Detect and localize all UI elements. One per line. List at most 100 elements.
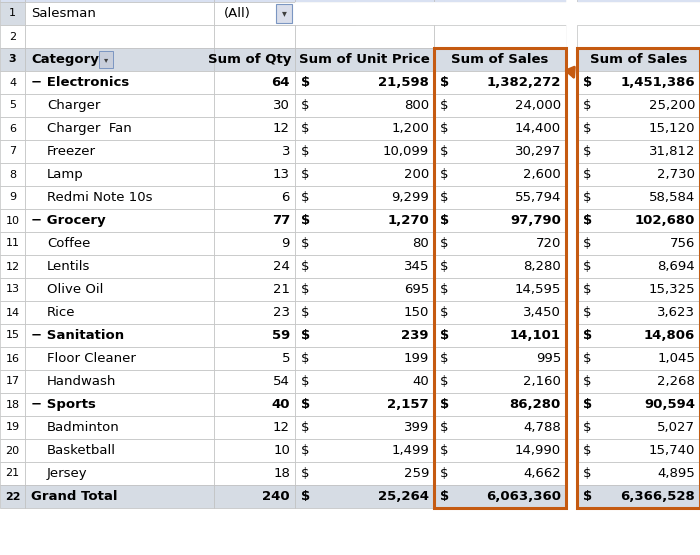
Bar [566, 140, 577, 163]
Bar [295, 94, 434, 117]
Text: 3: 3 [8, 54, 16, 64]
Bar [566, 324, 577, 347]
Text: 90,594: 90,594 [644, 398, 695, 411]
Text: 14,400: 14,400 [515, 122, 561, 135]
Text: $: $ [301, 145, 309, 158]
Bar [577, 140, 700, 163]
Bar [295, 232, 434, 255]
Text: Freezer: Freezer [47, 145, 96, 158]
Bar [577, 209, 700, 232]
Text: $: $ [583, 467, 592, 480]
Text: 6,366,528: 6,366,528 [620, 490, 695, 503]
Text: 17: 17 [6, 376, 20, 386]
Bar [25, 324, 214, 347]
Text: 14,101: 14,101 [510, 329, 561, 342]
Text: 15,325: 15,325 [648, 283, 695, 296]
Bar [0, 94, 25, 117]
Bar [0, 186, 25, 209]
Bar [577, 347, 700, 370]
Bar [566, 232, 577, 255]
Bar [25, 393, 214, 416]
Text: $: $ [301, 283, 309, 296]
Bar [434, 370, 566, 393]
Bar [0, 209, 25, 232]
Bar [434, 71, 566, 94]
Bar [566, 186, 577, 209]
Text: 2: 2 [9, 32, 16, 42]
Text: 2,157: 2,157 [387, 398, 429, 411]
Bar [434, 347, 566, 370]
Bar [214, 278, 295, 301]
Text: 80: 80 [412, 237, 429, 250]
Bar [295, 0, 434, 2]
Text: 23: 23 [273, 306, 290, 319]
Bar [566, 209, 577, 232]
Text: 8,694: 8,694 [657, 260, 695, 273]
Text: 31,812: 31,812 [648, 145, 695, 158]
Text: 200: 200 [404, 168, 429, 181]
Bar [577, 232, 700, 255]
Bar [0, 0, 25, 2]
Bar [566, 71, 577, 94]
Bar [434, 0, 566, 2]
Bar [25, 163, 214, 186]
Bar [214, 186, 295, 209]
Text: $: $ [440, 421, 449, 434]
Text: $: $ [440, 260, 449, 273]
Text: 1: 1 [9, 8, 16, 18]
Bar [295, 186, 434, 209]
Text: $: $ [583, 283, 592, 296]
Text: 102,680: 102,680 [635, 214, 695, 227]
Bar [295, 324, 434, 347]
Bar [214, 416, 295, 439]
Text: 240: 240 [262, 490, 290, 503]
Text: $: $ [301, 260, 309, 273]
Text: 259: 259 [404, 467, 429, 480]
Text: ▾: ▾ [104, 55, 108, 64]
Text: 2,730: 2,730 [657, 168, 695, 181]
Bar [577, 301, 700, 324]
Bar [295, 370, 434, 393]
Text: 25,200: 25,200 [649, 99, 695, 112]
Bar [566, 393, 577, 416]
Bar [0, 462, 25, 485]
Bar [566, 416, 577, 439]
Bar [434, 2, 566, 25]
Bar [214, 370, 295, 393]
Text: 995: 995 [536, 352, 561, 365]
Text: 24: 24 [273, 260, 290, 273]
Text: 3,450: 3,450 [523, 306, 561, 319]
Text: 1,451,386: 1,451,386 [620, 76, 695, 89]
Text: 1,270: 1,270 [387, 214, 429, 227]
Text: 18: 18 [273, 467, 290, 480]
Text: $: $ [301, 352, 309, 365]
Bar [566, 25, 577, 48]
Bar [214, 25, 295, 48]
Bar [434, 439, 566, 462]
Bar [577, 416, 700, 439]
Bar [0, 25, 25, 48]
Text: $: $ [301, 375, 309, 388]
Text: 4: 4 [9, 78, 16, 88]
Bar [566, 2, 577, 25]
Text: 59: 59 [272, 329, 290, 342]
Text: 21,598: 21,598 [378, 76, 429, 89]
Text: ▾: ▾ [281, 8, 286, 18]
Text: 54: 54 [273, 375, 290, 388]
Text: 2,160: 2,160 [523, 375, 561, 388]
Text: 1,499: 1,499 [391, 444, 429, 457]
Bar [25, 255, 214, 278]
Text: 2,268: 2,268 [657, 375, 695, 388]
Bar [214, 48, 295, 71]
Text: 86,280: 86,280 [510, 398, 561, 411]
Text: 720: 720 [536, 237, 561, 250]
Bar [0, 163, 25, 186]
Bar [566, 301, 577, 324]
Bar [214, 485, 295, 508]
Text: $: $ [440, 237, 449, 250]
Text: 3: 3 [281, 145, 290, 158]
Text: $: $ [440, 122, 449, 135]
Bar [434, 255, 566, 278]
Text: $: $ [583, 260, 592, 273]
Text: 25,264: 25,264 [378, 490, 429, 503]
